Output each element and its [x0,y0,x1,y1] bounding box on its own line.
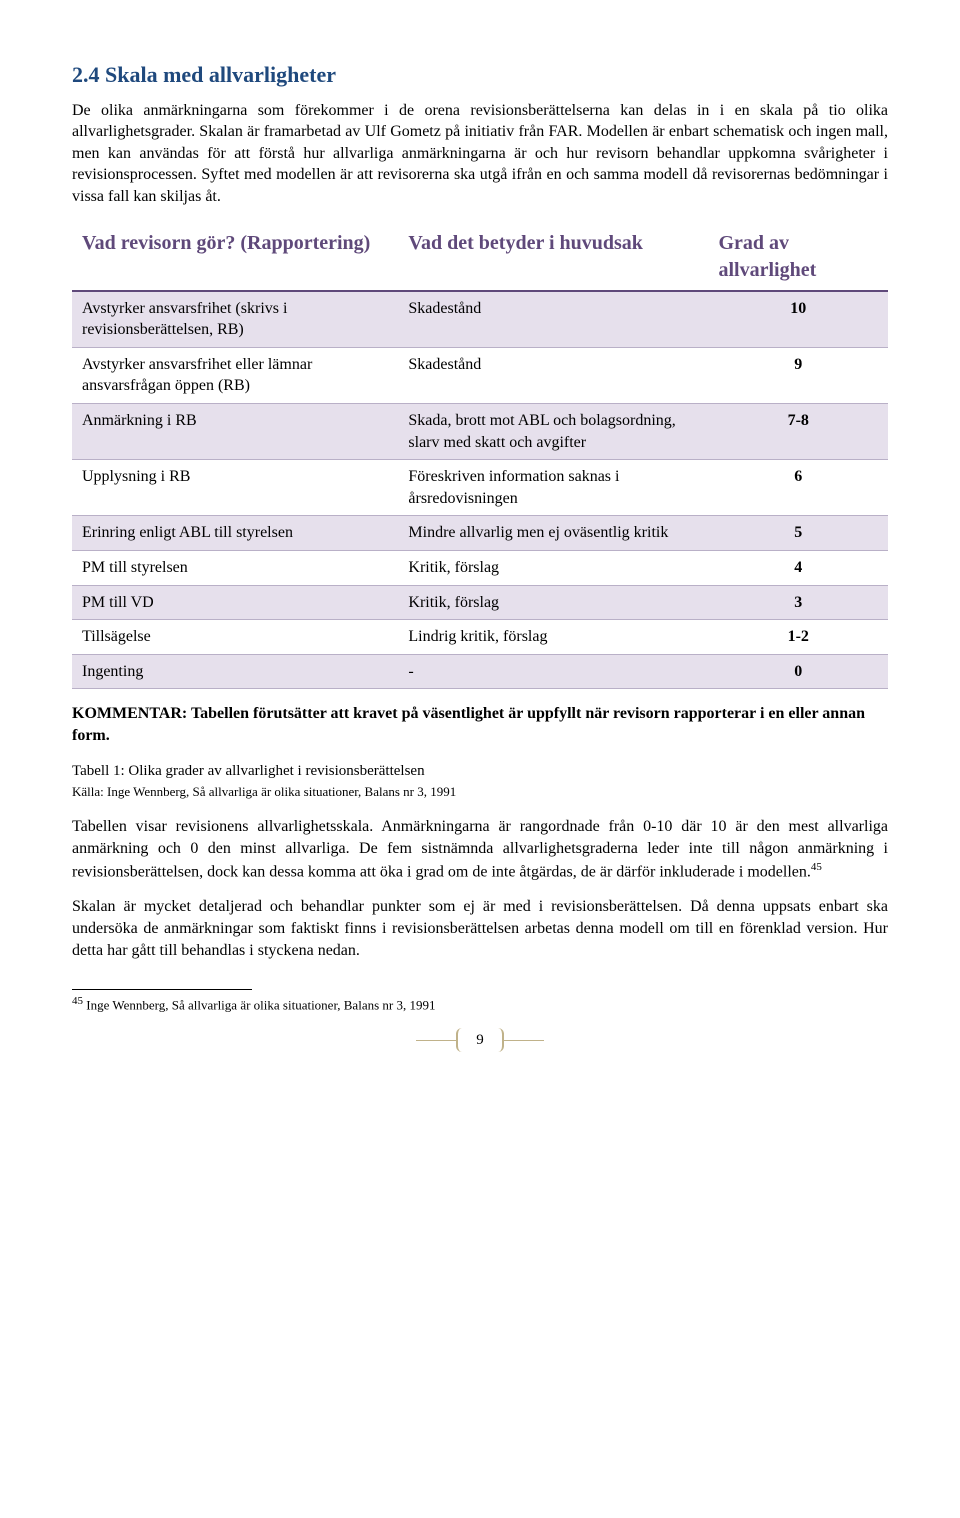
kommentar-label: KOMMENTAR: [72,705,191,722]
footnote-num: 45 [72,995,83,1007]
footnote-ref-45: 45 [811,861,822,873]
footnote-rule [72,989,252,990]
kommentar-row: KOMMENTAR: Tabellen förutsätter att krav… [72,703,888,746]
cell-action: Erinring enligt ABL till styrelsen [72,516,398,551]
cell-action: PM till styrelsen [72,551,398,586]
page-number-wrap: 9 [72,1028,888,1052]
cell-meaning: Kritik, förslag [398,585,708,620]
cell-meaning: Kritik, förslag [398,551,708,586]
cell-grade: 10 [708,291,888,348]
page-number: 9 [456,1028,504,1052]
footnote-text: Inge Wennberg, Så allvarliga är olika si… [83,998,435,1013]
cell-meaning: - [398,654,708,689]
table-source: Källa: Inge Wennberg, Så allvarliga är o… [72,783,888,801]
cell-grade: 1-2 [708,620,888,655]
cell-action: Anmärkning i RB [72,404,398,460]
cell-grade: 9 [708,347,888,403]
cell-grade: 6 [708,460,888,516]
table-row: TillsägelseLindrig kritik, förslag1-2 [72,620,888,655]
cell-grade: 7-8 [708,404,888,460]
table-row: Ingenting-0 [72,654,888,689]
table-row: Upplysning i RBFöreskriven information s… [72,460,888,516]
col-header-1: Vad revisorn gör? (Rapportering) [72,222,398,291]
cell-meaning: Skada, brott mot ABL och bolagsordning, … [398,404,708,460]
intro-paragraph: De olika anmärkningarna som förekommer i… [72,100,888,208]
col-header-2: Vad det betyder i huvudsak [398,222,708,291]
cell-grade: 5 [708,516,888,551]
cell-action: Avstyrker ansvarsfrihet eller lämnar ans… [72,347,398,403]
section-heading: 2.4 Skala med allvarligheter [72,60,888,90]
cell-action: PM till VD [72,585,398,620]
table-row: Avstyrker ansvarsfrihet (skrivs i revisi… [72,291,888,348]
cell-meaning: Skadestånd [398,347,708,403]
table-row: PM till VDKritik, förslag3 [72,585,888,620]
cell-grade: 3 [708,585,888,620]
table-row: Erinring enligt ABL till styrelsenMindre… [72,516,888,551]
body-paragraph-3: Skalan är mycket detaljerad och behandla… [72,896,888,961]
severity-table: Vad revisorn gör? (Rapportering) Vad det… [72,222,888,690]
cell-action: Tillsägelse [72,620,398,655]
cell-action: Ingenting [72,654,398,689]
cell-meaning: Skadestånd [398,291,708,348]
table-caption: Tabell 1: Olika grader av allvarlighet i… [72,761,888,781]
cell-meaning: Föreskriven information saknas i årsredo… [398,460,708,516]
cell-action: Upplysning i RB [72,460,398,516]
footnote-45: 45 Inge Wennberg, Så allvarliga är olika… [72,994,888,1014]
para2-text: Tabellen visar revisionens allvarlighets… [72,818,888,880]
kommentar-body: Tabellen förutsätter att kravet på väsen… [72,705,865,744]
body-paragraph-2: Tabellen visar revisionens allvarlighets… [72,816,888,882]
cell-meaning: Mindre allvarlig men ej oväsentlig kriti… [398,516,708,551]
table-row: Avstyrker ansvarsfrihet eller lämnar ans… [72,347,888,403]
cell-grade: 4 [708,551,888,586]
cell-grade: 0 [708,654,888,689]
cell-action: Avstyrker ansvarsfrihet (skrivs i revisi… [72,291,398,348]
table-row: Anmärkning i RBSkada, brott mot ABL och … [72,404,888,460]
cell-meaning: Lindrig kritik, förslag [398,620,708,655]
col-header-3: Grad av allvarlighet [708,222,888,291]
table-row: PM till styrelsenKritik, förslag4 [72,551,888,586]
table-header-row: Vad revisorn gör? (Rapportering) Vad det… [72,222,888,291]
